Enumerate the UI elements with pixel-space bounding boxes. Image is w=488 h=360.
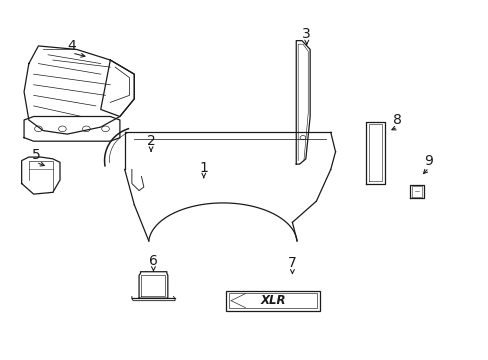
Text: 7: 7 [287,256,296,270]
Text: 2: 2 [146,134,155,148]
Bar [229,293,316,309]
Text: 5: 5 [32,148,41,162]
Text: 9: 9 [424,154,432,168]
Text: XLR: XLR [260,294,285,307]
Text: 1: 1 [199,161,208,175]
Text: 4: 4 [67,39,76,53]
Text: 6: 6 [149,254,158,268]
Text: 8: 8 [393,113,402,127]
Bar [226,291,319,311]
Text: 3: 3 [302,27,310,41]
